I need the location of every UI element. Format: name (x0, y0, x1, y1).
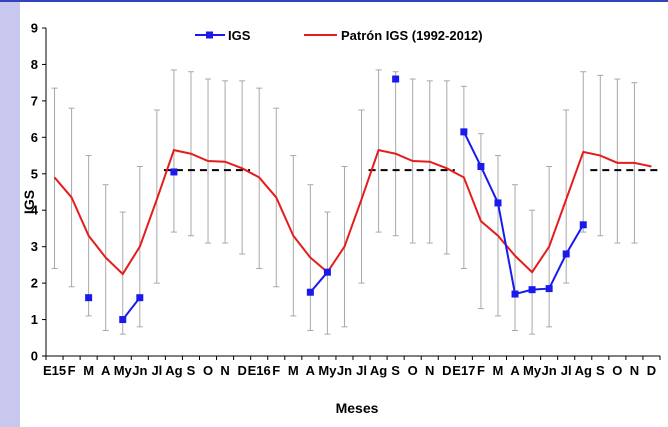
x-tick-label: O (408, 363, 418, 378)
y-tick-label: 3 (31, 239, 38, 254)
x-tick-label: Jn (337, 363, 352, 378)
igs-point (306, 288, 314, 296)
x-tick-label: Jl (561, 363, 572, 378)
x-axis-label: Meses (336, 400, 379, 416)
x-tick-label: Jl (151, 363, 162, 378)
y-tick-label: 7 (31, 93, 38, 108)
igs-point (85, 294, 93, 302)
x-tick-label: D (647, 363, 656, 378)
igs-point (136, 294, 144, 302)
y-tick-label: 5 (31, 166, 38, 181)
igs-point (562, 250, 570, 258)
x-tick-label: E16 (248, 363, 271, 378)
igs-point (323, 268, 331, 276)
igs-point (119, 316, 127, 324)
x-tick-label: D (442, 363, 451, 378)
x-tick-label: O (203, 363, 213, 378)
x-tick-label: Jn (132, 363, 147, 378)
x-tick-label: Jn (542, 363, 557, 378)
igs-point (460, 128, 468, 136)
left-sidebar-strip (0, 2, 20, 427)
legend-patron-label: Patrón IGS (1992-2012) (341, 28, 483, 43)
x-tick-label: S (391, 363, 400, 378)
y-tick-label: 1 (31, 312, 38, 327)
x-tick-label: N (630, 363, 639, 378)
x-tick-label: My (318, 363, 337, 378)
igs-point (170, 168, 178, 176)
x-tick-label: D (237, 363, 246, 378)
y-tick-label: 0 (31, 349, 38, 364)
series-lines-layer (53, 131, 652, 321)
x-tick-label: O (612, 363, 622, 378)
x-tick-label: M (288, 363, 299, 378)
x-tick-label: A (101, 363, 111, 378)
legend-igs-marker (206, 31, 213, 39)
x-tick-label: Ag (575, 363, 592, 378)
x-tick-label: F (477, 363, 485, 378)
igs-series-line (462, 131, 585, 296)
igs-point (477, 162, 485, 170)
x-tick-label: E17 (452, 363, 475, 378)
y-axis-label: IGS (21, 190, 37, 214)
y-tick-label: 9 (31, 21, 38, 36)
x-tick-label: N (425, 363, 434, 378)
y-tick-label: 8 (31, 57, 38, 72)
x-tick-label: My (523, 363, 542, 378)
legend: IGS Patrón IGS (1992-2012) (195, 28, 483, 43)
igs-point (494, 199, 502, 207)
x-tick-label: Jl (356, 363, 367, 378)
y-tick-label: 2 (31, 276, 38, 291)
igs-series-line (121, 297, 141, 321)
x-tick-label: A (510, 363, 520, 378)
x-tick-label: Ag (165, 363, 182, 378)
patron-series-line (53, 148, 652, 276)
igs-point (579, 221, 587, 229)
igs-point (545, 285, 553, 293)
y-tick-label: 6 (31, 130, 38, 145)
x-tick-label: M (83, 363, 94, 378)
igs-point (511, 290, 519, 298)
legend-igs-label: IGS (228, 28, 251, 43)
igs-point (392, 75, 400, 83)
x-tick-label: N (220, 363, 229, 378)
igs-point (528, 286, 536, 294)
x-tick-label: Ag (370, 363, 387, 378)
x-tick-label: F (68, 363, 76, 378)
y-tick-label: 4 (31, 203, 39, 218)
x-tick-label: A (306, 363, 316, 378)
x-tick-label: S (187, 363, 196, 378)
x-tick-label: M (493, 363, 504, 378)
x-tick-label: E15 (43, 363, 66, 378)
series-points-layer (85, 75, 587, 324)
x-tick-label: S (596, 363, 605, 378)
x-tick-label: My (114, 363, 133, 378)
x-tick-label: F (272, 363, 280, 378)
